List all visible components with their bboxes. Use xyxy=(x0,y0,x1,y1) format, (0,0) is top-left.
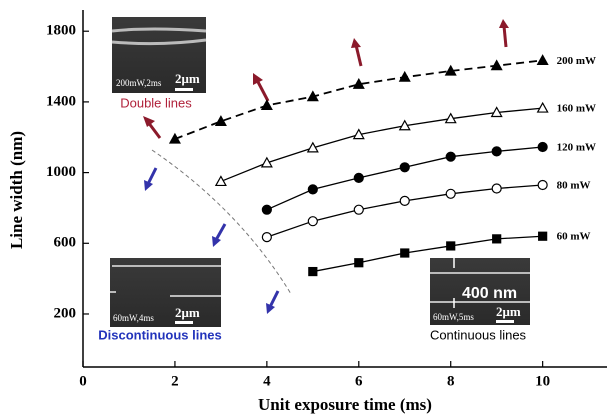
x-tick-label: 10 xyxy=(535,373,550,389)
marker xyxy=(446,189,455,198)
marker xyxy=(308,185,317,194)
marker xyxy=(400,163,409,172)
arrow xyxy=(216,224,225,240)
x-tick-label: 0 xyxy=(79,373,87,389)
marker xyxy=(446,152,455,161)
series-label: 80 mW xyxy=(557,179,591,191)
chart: Unit exposure time (ms) Line width (nm) … xyxy=(0,0,608,418)
series-line xyxy=(175,60,543,139)
scale-bar xyxy=(175,88,193,91)
marker xyxy=(308,217,317,226)
arrow xyxy=(148,168,156,184)
marker xyxy=(354,205,363,214)
marker xyxy=(216,176,226,185)
y-tick-label: 1000 xyxy=(46,164,76,180)
y-tick-label: 200 xyxy=(54,305,77,321)
marker xyxy=(492,184,501,193)
series-label: 160 mW xyxy=(557,103,596,115)
marker xyxy=(401,249,409,257)
y-tick-label: 600 xyxy=(54,235,77,251)
marker xyxy=(539,232,547,240)
annotation: Double lines xyxy=(120,95,192,110)
x-axis-title: Unit exposure time (ms) xyxy=(258,395,432,414)
inset-scale: 2μm xyxy=(175,305,200,320)
page: Unit exposure time (ms) Line width (nm) … xyxy=(0,0,608,418)
marker xyxy=(400,196,409,205)
marker xyxy=(538,103,548,112)
arrow xyxy=(257,80,268,101)
marker xyxy=(309,268,317,276)
series-line xyxy=(267,185,543,237)
arrow xyxy=(356,45,361,66)
inset-caption: 60mW,4ms xyxy=(113,313,154,323)
arrow-head xyxy=(499,19,509,28)
series-label: 60 mW xyxy=(557,231,591,243)
marker xyxy=(538,142,547,151)
y-tick-label: 1800 xyxy=(46,23,76,39)
arrow xyxy=(270,291,278,307)
arrow xyxy=(504,26,506,47)
series-label: 120 mW xyxy=(557,141,596,153)
marker xyxy=(262,205,271,214)
inset-scale: 2μm xyxy=(496,304,521,319)
arrow-head xyxy=(143,116,155,127)
annotation: Continuous lines xyxy=(430,327,527,342)
marker xyxy=(354,173,363,182)
inset-caption: 200mW,2ms xyxy=(116,78,162,88)
series-label: 200 mW xyxy=(557,55,596,67)
scale-bar xyxy=(496,320,514,323)
inset-2: 60mW,4ms 2μm Discontinuous lines xyxy=(98,258,222,342)
x-tick-label: 2 xyxy=(171,373,179,389)
x-tick-label: 8 xyxy=(447,373,455,389)
gap-label: 400 nm xyxy=(462,285,517,302)
marker xyxy=(400,72,410,81)
y-axis-title: Line width (nm) xyxy=(7,131,26,249)
marker xyxy=(355,259,363,267)
inset-caption: 60mW,5ms xyxy=(433,312,474,322)
y-tick-label: 1400 xyxy=(46,93,76,109)
marker xyxy=(262,100,272,109)
marker xyxy=(493,235,501,243)
marker xyxy=(492,147,501,156)
x-tick-label: 6 xyxy=(355,373,363,389)
marker xyxy=(447,242,455,250)
arrow-head xyxy=(351,38,361,48)
annotation: Discontinuous lines xyxy=(98,327,222,342)
marker xyxy=(538,55,548,64)
inset-scale: 2μm xyxy=(175,71,200,86)
series-line xyxy=(221,108,543,181)
inset-1: 200mW,2ms 2μm Double lines xyxy=(112,17,206,110)
scale-bar xyxy=(175,321,193,324)
marker xyxy=(262,233,271,242)
marker xyxy=(538,180,547,189)
x-tick-label: 4 xyxy=(263,373,271,389)
inset-3: 400 nm 60mW,5ms 2μm Continuous lines xyxy=(430,258,530,342)
